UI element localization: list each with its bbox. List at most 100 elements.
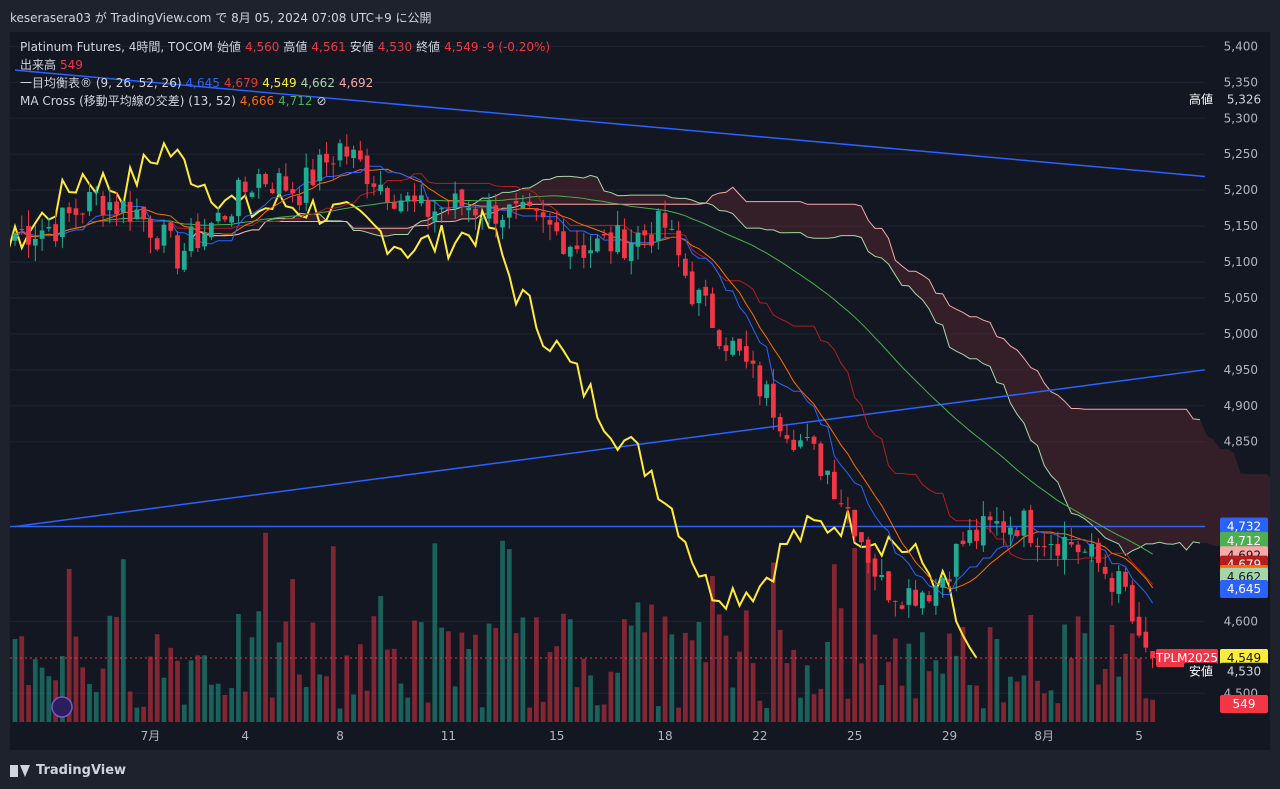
candle-body xyxy=(540,212,546,218)
candle-body xyxy=(357,150,363,160)
volume-bar xyxy=(1136,658,1142,722)
candle-body xyxy=(594,238,600,252)
volume-bar xyxy=(26,685,31,722)
volume-bar xyxy=(649,604,654,722)
volume-value: 549 xyxy=(60,58,83,72)
candle-body xyxy=(872,558,878,577)
price-tag xyxy=(1220,695,1268,713)
volume-bar xyxy=(527,707,532,722)
candle-body xyxy=(804,436,810,438)
volume-bar xyxy=(12,638,18,722)
candle-body xyxy=(391,202,397,209)
candle-body xyxy=(662,213,668,228)
candle-body xyxy=(831,471,837,500)
volume-bar xyxy=(432,543,438,722)
volume-bar xyxy=(439,627,444,722)
volume-bar xyxy=(852,548,858,722)
price-tag-value: 4,712 xyxy=(1227,534,1261,548)
volume-bar xyxy=(385,649,390,722)
hidden-eye-icon[interactable]: ⊘ xyxy=(316,94,327,108)
candle-body xyxy=(987,516,993,521)
volume-bar xyxy=(581,658,587,722)
volume-bar xyxy=(784,663,790,722)
volume-bar xyxy=(107,615,113,722)
span-b-value: 4,692 xyxy=(338,76,374,90)
candle-body xyxy=(12,233,18,241)
candle-body xyxy=(622,229,627,259)
volume-bar xyxy=(310,622,316,722)
candle-body xyxy=(425,200,431,217)
volume-bar xyxy=(1048,690,1054,722)
candle-body xyxy=(892,600,898,602)
tradingview-logo[interactable]: TradingView xyxy=(10,763,126,778)
volume-bar xyxy=(351,694,356,722)
candle-body xyxy=(1021,510,1027,536)
ma-fast-value: 4,666 xyxy=(239,94,275,108)
volume-bar xyxy=(215,683,221,722)
volume-row[interactable]: 出来高 549 xyxy=(20,56,550,74)
volume-bar xyxy=(1109,624,1115,722)
candle-body xyxy=(547,219,553,225)
volume-bar xyxy=(127,691,133,722)
volume-bar xyxy=(378,596,384,722)
volume-bar xyxy=(317,674,323,722)
volume-bar xyxy=(506,549,512,722)
candle-body xyxy=(1116,571,1122,594)
y-tick-label: 4,900 xyxy=(1224,399,1258,413)
price-chart[interactable]: 5,400 5,350 5,300 5,250 5,200 5,150 5,100 5,050… xyxy=(10,32,1270,750)
volume-bar xyxy=(473,634,478,722)
candle-body xyxy=(19,228,25,230)
volume-bar xyxy=(764,708,769,722)
candle-body xyxy=(635,232,641,247)
volume-bar xyxy=(771,562,776,722)
volume-bar xyxy=(926,671,932,722)
candle-body xyxy=(696,289,702,304)
candle-body xyxy=(743,346,749,362)
ichimoku-row[interactable]: 一目均衡表® (9, 26, 52, 26) 4,645 4,679 4,549… xyxy=(20,74,550,92)
volume-bar xyxy=(303,687,309,722)
symbol-name[interactable]: Platinum Futures, 4時間, TOCOM xyxy=(20,40,213,54)
candle-body xyxy=(649,234,654,246)
x-tick-label: 7月 xyxy=(141,729,161,743)
volume-bar xyxy=(134,707,140,722)
chart-panel[interactable]: 5,400 5,350 5,300 5,250 5,200 5,150 5,100 5,050… xyxy=(10,32,1270,750)
price-tag-value: 549 xyxy=(1233,697,1256,711)
volume-bar xyxy=(615,672,621,722)
volume-bar xyxy=(459,632,465,722)
candle-body xyxy=(256,174,262,188)
candle-body xyxy=(588,250,593,254)
candle-body xyxy=(378,184,384,192)
candle-body xyxy=(703,286,709,296)
candle-body xyxy=(364,155,370,185)
price-tag-value: 4,645 xyxy=(1227,582,1261,596)
price-tag-value: 4,549 xyxy=(1227,651,1261,665)
candle-body xyxy=(385,188,390,203)
y-tick-label: 5,200 xyxy=(1224,183,1258,197)
x-tick-label: 18 xyxy=(657,729,672,743)
candle-body xyxy=(716,330,722,347)
candle-body xyxy=(953,543,959,577)
volume-bar xyxy=(628,625,634,722)
candle-body xyxy=(269,188,275,193)
y-tick-label: 5,400 xyxy=(1224,39,1258,53)
candle-body xyxy=(276,173,282,195)
candle-body xyxy=(926,595,932,602)
volume-bar xyxy=(466,648,472,722)
volume-bar xyxy=(1062,624,1067,722)
candle-body xyxy=(493,205,499,224)
candle-body xyxy=(1109,578,1115,592)
volume-bar xyxy=(1096,684,1101,722)
tenkan-value: 4,645 xyxy=(185,76,220,90)
volume-bar xyxy=(730,687,736,722)
close-label: 終値 xyxy=(416,40,441,54)
volume-bar xyxy=(87,683,92,722)
publish-info: keserasera03 が TradingView.com で 8月 05, … xyxy=(10,11,432,25)
ma-cross-row[interactable]: MA Cross (移動平均線の交差) (13, 52) 4,666 4,712… xyxy=(20,92,550,110)
x-tick-label: 5 xyxy=(1135,729,1143,743)
volume-bar xyxy=(913,698,918,722)
candle-body xyxy=(669,228,675,230)
kijun-value: 4,679 xyxy=(223,76,259,90)
candle-body xyxy=(730,340,736,355)
candle-body xyxy=(1082,551,1088,553)
volume-bar xyxy=(906,643,912,722)
